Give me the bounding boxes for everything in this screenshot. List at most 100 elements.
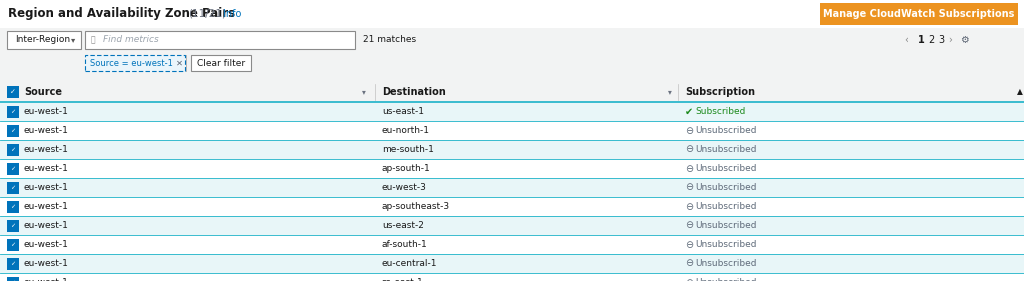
Text: ▾: ▾: [71, 35, 75, 44]
Text: ap-south-1: ap-south-1: [382, 164, 431, 173]
Bar: [0, 178, 1024, 197]
Text: 1: 1: [918, 35, 925, 45]
Text: 🔍: 🔍: [91, 35, 95, 44]
Text: Clear filter: Clear filter: [197, 58, 245, 67]
Text: ▾: ▾: [668, 87, 672, 96]
Bar: [85, 31, 355, 49]
Bar: [0, 121, 1024, 140]
Bar: [7, 86, 19, 98]
Text: eu-west-1: eu-west-1: [24, 126, 69, 135]
Text: Unsubscribed: Unsubscribed: [695, 221, 757, 230]
Text: ⊖: ⊖: [685, 259, 693, 269]
Text: ✓: ✓: [10, 89, 16, 95]
Text: Unsubscribed: Unsubscribed: [695, 202, 757, 211]
Text: ✓: ✓: [10, 280, 15, 281]
Bar: [7, 144, 19, 155]
Text: 21 matches: 21 matches: [362, 35, 416, 44]
Text: Destination: Destination: [382, 87, 445, 97]
Bar: [7, 124, 19, 137]
Text: ✓: ✓: [10, 242, 15, 247]
Bar: [0, 197, 1024, 216]
Text: ⊖: ⊖: [685, 164, 693, 173]
Text: ✓: ✓: [10, 166, 15, 171]
Text: Source = eu-west-1: Source = eu-west-1: [90, 58, 173, 67]
Text: us-east-1: us-east-1: [382, 107, 424, 116]
Text: eu-west-1: eu-west-1: [24, 107, 69, 116]
Bar: [7, 182, 19, 194]
Text: Unsubscribed: Unsubscribed: [695, 183, 757, 192]
Text: Subscription: Subscription: [685, 87, 755, 97]
Text: sa-east-1: sa-east-1: [382, 278, 424, 281]
Bar: [0, 235, 1024, 254]
Text: ✓: ✓: [10, 109, 15, 114]
Bar: [7, 31, 81, 49]
Text: af-south-1: af-south-1: [382, 240, 428, 249]
Text: (11/21): (11/21): [188, 9, 226, 19]
Bar: [7, 105, 19, 117]
Text: Find metrics: Find metrics: [103, 35, 159, 44]
Text: Unsubscribed: Unsubscribed: [695, 145, 757, 154]
Text: ⊖: ⊖: [685, 239, 693, 250]
Text: ⊖: ⊖: [685, 126, 693, 135]
Text: ✓: ✓: [10, 185, 15, 190]
Text: me-south-1: me-south-1: [382, 145, 434, 154]
Text: eu-west-1: eu-west-1: [24, 240, 69, 249]
Bar: [7, 219, 19, 232]
Bar: [7, 277, 19, 281]
Bar: [0, 140, 1024, 159]
Text: Unsubscribed: Unsubscribed: [695, 240, 757, 249]
Text: ✓: ✓: [10, 223, 15, 228]
Text: eu-central-1: eu-central-1: [382, 259, 437, 268]
Text: ⊖: ⊖: [685, 201, 693, 212]
Text: Unsubscribed: Unsubscribed: [695, 164, 757, 173]
Text: ⊖: ⊖: [685, 144, 693, 155]
Text: eu-west-1: eu-west-1: [24, 145, 69, 154]
Text: Manage CloudWatch Subscriptions: Manage CloudWatch Subscriptions: [823, 9, 1015, 19]
Text: Source: Source: [24, 87, 62, 97]
Text: ✓: ✓: [10, 261, 15, 266]
Bar: [7, 239, 19, 250]
Text: ✓: ✓: [10, 204, 15, 209]
Text: ⊖: ⊖: [685, 278, 693, 281]
Text: ⚙: ⚙: [961, 35, 969, 45]
Text: Info: Info: [223, 9, 242, 19]
Text: ✔: ✔: [685, 106, 693, 117]
Text: eu-west-1: eu-west-1: [24, 202, 69, 211]
Bar: [0, 74, 1024, 82]
Bar: [0, 28, 1024, 52]
Text: ✓: ✓: [10, 147, 15, 152]
Bar: [820, 3, 1018, 25]
Text: Inter-Region: Inter-Region: [15, 35, 70, 44]
Bar: [0, 0, 1024, 28]
Bar: [7, 162, 19, 175]
Text: ⊖: ⊖: [685, 182, 693, 192]
Bar: [0, 52, 1024, 74]
Bar: [0, 273, 1024, 281]
Text: eu-west-1: eu-west-1: [24, 278, 69, 281]
Bar: [7, 201, 19, 212]
Text: eu-west-1: eu-west-1: [24, 183, 69, 192]
Bar: [0, 254, 1024, 273]
Text: Subscribed: Subscribed: [695, 107, 745, 116]
Text: 2: 2: [928, 35, 934, 45]
Bar: [7, 257, 19, 269]
Text: 3: 3: [938, 35, 944, 45]
Text: ‹: ‹: [904, 35, 908, 45]
Text: eu-west-3: eu-west-3: [382, 183, 427, 192]
Text: Unsubscribed: Unsubscribed: [695, 126, 757, 135]
Text: Region and Availability Zone Pairs: Region and Availability Zone Pairs: [8, 8, 236, 21]
Text: Unsubscribed: Unsubscribed: [695, 259, 757, 268]
Text: ap-southeast-3: ap-southeast-3: [382, 202, 451, 211]
Text: ⊖: ⊖: [685, 221, 693, 230]
Text: ✕: ✕: [176, 58, 183, 67]
Bar: [85, 55, 185, 71]
Text: eu-west-1: eu-west-1: [24, 164, 69, 173]
Text: Unsubscribed: Unsubscribed: [695, 278, 757, 281]
Text: us-east-2: us-east-2: [382, 221, 424, 230]
Bar: [0, 82, 1024, 102]
Text: eu-west-1: eu-west-1: [24, 221, 69, 230]
Text: ✓: ✓: [10, 128, 15, 133]
Text: ›: ›: [948, 35, 952, 45]
Text: eu-west-1: eu-west-1: [24, 259, 69, 268]
Bar: [191, 55, 251, 71]
